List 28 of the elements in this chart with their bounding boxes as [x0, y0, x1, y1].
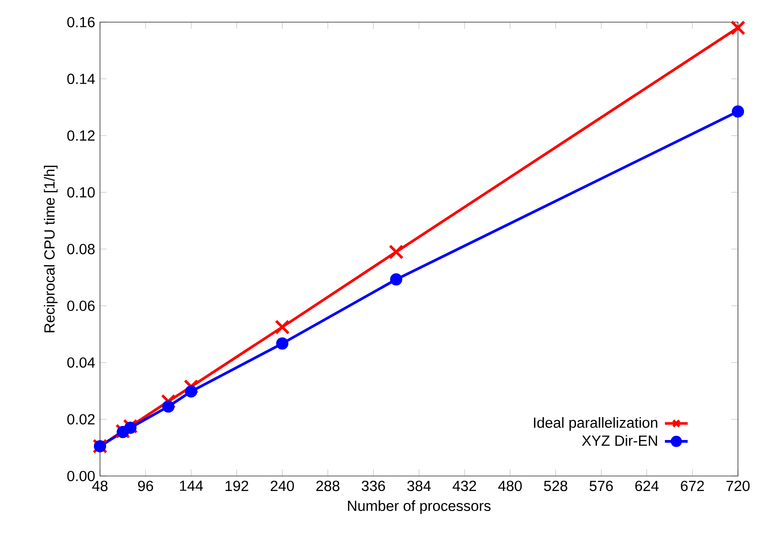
y-tick-label: 0.14	[67, 74, 95, 84]
y-tick-label: 0.10	[67, 187, 95, 198]
x-tick-label: 576	[590, 480, 613, 492]
x-tick-label: 192	[226, 480, 248, 492]
y-tick-label: 0.06	[67, 300, 95, 311]
x-tick-label: 672	[680, 480, 704, 492]
x-tick-label: 288	[316, 480, 340, 492]
y-axis-title: Reciprocal CPU time [1/h]	[44, 166, 58, 332]
x-tick-label: 384	[407, 480, 431, 492]
x-axis-title: Number of processors	[348, 500, 491, 514]
y-tick-label: 0.02	[67, 414, 95, 424]
y-tick-label: 0.04	[67, 357, 95, 368]
x-tick-label: 528	[544, 480, 568, 492]
x-tick-label: 96	[138, 480, 154, 492]
y-tick-label: 0.16	[67, 16, 95, 28]
x-tick-label: 48	[92, 480, 108, 492]
x-tick-label: 432	[452, 480, 476, 492]
y-tick-label: 0.00	[67, 470, 95, 482]
y-tick-label: 0.12	[67, 130, 95, 141]
x-tick-label: 240	[270, 480, 294, 492]
x-tick-label: 720	[726, 480, 750, 492]
legend-label: XYZ Dir-EN	[582, 435, 658, 446]
legend-label: Ideal parallelization	[534, 417, 658, 431]
x-tick-label: 144	[180, 480, 203, 491]
y-tick-label: 0.08	[67, 244, 95, 254]
x-tick-label: 480	[498, 480, 522, 492]
x-tick-label: 336	[362, 480, 385, 492]
x-tick-label: 624	[635, 480, 659, 492]
